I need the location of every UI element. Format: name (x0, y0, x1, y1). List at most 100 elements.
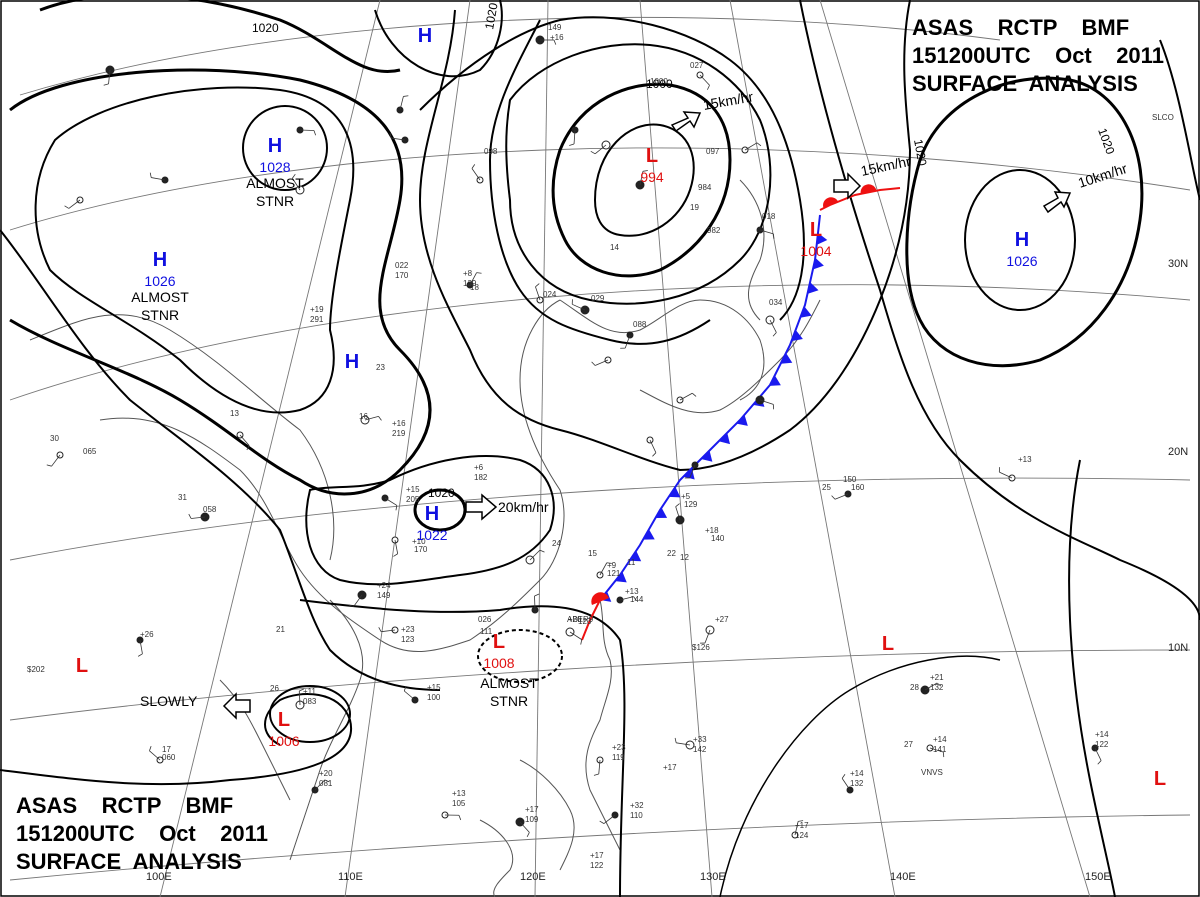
station-value: 109 (525, 815, 539, 824)
station-value: +23 (401, 625, 415, 634)
wind-barb (469, 272, 477, 286)
wind-barb (999, 471, 1013, 479)
wind-barb-feather (393, 553, 398, 557)
wind-barb-feather (348, 604, 354, 607)
wind-barb-feather (674, 737, 677, 743)
station-value: 105 (452, 799, 466, 808)
cold-front-triangle (629, 550, 642, 562)
chart-title-top: ASAS RCTP BMF 151200UTC Oct 2011 SURFACE… (912, 14, 1164, 98)
wind-barb (391, 137, 406, 141)
station-value: +19 (310, 305, 324, 314)
station-value: +14 (850, 769, 864, 778)
high-pressure-center: H 1026 (1006, 229, 1037, 269)
wind-barb (151, 177, 166, 181)
longitude-label: 140E (890, 871, 916, 883)
station-value: 205 (406, 495, 420, 504)
cold-front (599, 214, 821, 601)
wind-barb-feather (46, 464, 52, 467)
wind-barb (51, 454, 61, 467)
title-line: SURFACE ANALYSIS (912, 71, 1138, 96)
wind-barb (529, 549, 541, 561)
wind-barb-feather (599, 820, 605, 824)
fronts (581, 184, 901, 641)
pressure-value: 1004 (800, 243, 831, 259)
longitude-label: 100E (146, 871, 172, 883)
station-value: 982 (707, 226, 721, 235)
station-marks (46, 35, 1102, 839)
wind-barb (535, 286, 541, 301)
station-value: 141 (933, 745, 947, 754)
wind-barb (699, 74, 710, 86)
pressure-center-letter: L (810, 219, 822, 241)
warm-front-bump (823, 197, 839, 209)
cold-front-triangle (668, 486, 681, 498)
wind-barb (619, 596, 634, 601)
motion-arrow (1042, 191, 1072, 214)
wind-barb-feather (831, 495, 836, 500)
wind-barb (149, 750, 161, 761)
station-value: $126 (692, 643, 710, 652)
wind-barb-feather (246, 445, 250, 451)
isobar-label: 1020 (482, 1, 500, 30)
pressure-center-letter: L (278, 709, 290, 731)
station-value: +33 (693, 735, 707, 744)
low-pressure-center: L (1154, 768, 1166, 790)
pressure-center-letter: L (1154, 768, 1166, 790)
coastlines (29, 179, 821, 897)
wind-barb-feather (590, 150, 596, 155)
wind-barb-feather (593, 773, 599, 776)
station-value: 149 (548, 23, 562, 32)
wind-barb-feather (580, 639, 583, 645)
high-pressure-center: H (345, 351, 359, 373)
wind-barb-feather (471, 164, 476, 169)
wind-barb-feather (772, 332, 777, 337)
wind-barb (399, 96, 404, 111)
station-value: 026 (478, 615, 492, 624)
cold-front-triangle (780, 352, 793, 364)
wind-barb (704, 629, 711, 644)
station-value: 14 (610, 243, 619, 252)
station-value: +17 (590, 851, 604, 860)
wind-barb-feather (606, 562, 612, 564)
wind-barb (679, 392, 693, 401)
station-value: +21 (930, 673, 944, 682)
wind-barb (1094, 747, 1102, 761)
station-value: 132 (850, 779, 864, 788)
isobar-label: 1020 (428, 486, 455, 500)
station-value: 11 (627, 558, 636, 567)
wind-barb (794, 821, 799, 836)
wind-barb (519, 821, 530, 833)
pressure-center-letter: H (268, 135, 282, 157)
wind-barb (381, 629, 396, 633)
station-value: 182 (474, 473, 488, 482)
station-value: 088 (633, 320, 647, 329)
wind-barb-feather (378, 416, 382, 421)
wind-barb-feather (188, 513, 192, 519)
low-pressure-center: L (76, 655, 88, 677)
wind-barb (603, 814, 616, 824)
station-value: 140 (711, 534, 725, 543)
wind-barb (292, 178, 301, 191)
station-value: +5 (681, 492, 691, 501)
wind-barb-feather (292, 173, 296, 179)
wind-barb-feather (324, 779, 330, 783)
wind-barb-feather (1097, 760, 1102, 765)
wind-barb-feather (403, 686, 407, 692)
wind-barb (569, 631, 582, 640)
station-value: SLCO (1152, 113, 1174, 122)
station-value: 31 (178, 493, 187, 502)
wind-barb-feather (526, 832, 530, 838)
station-value: 1000 (650, 77, 668, 86)
wind-barb-feather (403, 95, 409, 97)
wind-barb (314, 779, 326, 791)
station-value: 111 (480, 627, 493, 636)
station-value: +27 (715, 615, 729, 624)
station-value: 26 (270, 684, 279, 693)
station-value: +11 (303, 687, 317, 696)
title-line: SURFACE ANALYSIS (16, 849, 242, 874)
wind-barb-feather (756, 142, 762, 147)
wind-barb (572, 303, 586, 311)
motion-label: 10km/hr (1076, 160, 1129, 191)
graticule (9, 0, 1191, 897)
